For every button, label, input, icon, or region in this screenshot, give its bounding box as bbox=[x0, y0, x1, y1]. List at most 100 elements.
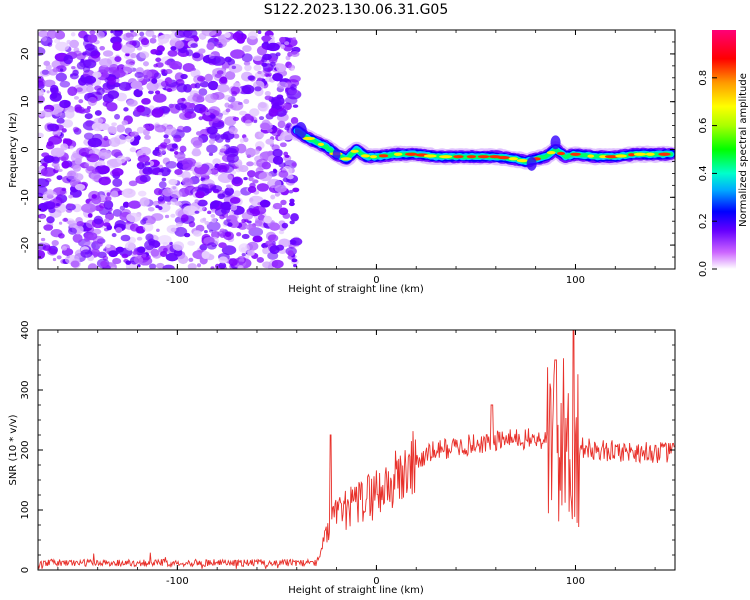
track-hotspot bbox=[405, 152, 418, 156]
noise-blob bbox=[140, 37, 150, 46]
noise-blob bbox=[185, 49, 194, 57]
noise-blob bbox=[99, 45, 106, 51]
noise-blob bbox=[81, 203, 97, 214]
noise-blob bbox=[145, 30, 155, 37]
track-hotspot bbox=[423, 154, 437, 158]
track-hotspot bbox=[369, 155, 377, 159]
noise-blob bbox=[182, 30, 198, 39]
noise-blob bbox=[157, 34, 170, 44]
noise-blob bbox=[142, 217, 148, 221]
noise-blob bbox=[233, 190, 241, 197]
noise-blob bbox=[237, 221, 248, 230]
noise-blob bbox=[136, 236, 143, 241]
noise-blob bbox=[207, 80, 219, 91]
snr-panel: -100 0 100 0 100 200 300 400 Height of straight… bbox=[8, 320, 676, 596]
noise-blob bbox=[192, 147, 201, 154]
noise-blob bbox=[257, 30, 262, 35]
colorbar-ticks: 0.0 0.2 0.4 0.6 0.8 bbox=[698, 70, 717, 277]
noise-blob bbox=[139, 51, 150, 59]
noise-blob bbox=[96, 160, 106, 167]
noise-blob bbox=[155, 57, 162, 63]
noise-blob bbox=[243, 137, 249, 143]
noise-blob bbox=[136, 126, 145, 134]
noise-blob bbox=[105, 244, 111, 249]
snr-frame bbox=[37, 329, 676, 571]
noise-blob bbox=[254, 220, 263, 227]
noise-blob bbox=[164, 68, 173, 75]
track-hotspot bbox=[497, 156, 510, 160]
noise-blob bbox=[249, 177, 255, 182]
noise-blob bbox=[125, 52, 130, 57]
noise-blob bbox=[167, 50, 178, 57]
noise-blob bbox=[46, 216, 55, 224]
noise-blob bbox=[258, 116, 265, 121]
noise-blob bbox=[125, 135, 135, 143]
noise-blob bbox=[197, 199, 208, 207]
noise-blob bbox=[287, 250, 294, 257]
noise-blob bbox=[60, 143, 69, 151]
noise-blob bbox=[252, 235, 263, 243]
track-hotspot bbox=[393, 152, 403, 156]
noise-blob bbox=[49, 84, 59, 93]
noise-blob bbox=[251, 149, 260, 155]
noise-blob bbox=[228, 210, 235, 216]
noise-blob bbox=[181, 177, 193, 186]
noise-blob bbox=[181, 97, 186, 102]
noise-blob bbox=[85, 47, 99, 57]
snr-ticks: -100 0 100 0 100 200 300 400 bbox=[20, 320, 675, 587]
noise-blob bbox=[112, 30, 122, 37]
noise-blob bbox=[194, 199, 200, 204]
spectrogram-ytick-label: 20 bbox=[20, 48, 31, 61]
noise-blob bbox=[48, 135, 63, 145]
noise-blob bbox=[115, 246, 124, 253]
noise-blob bbox=[157, 196, 165, 202]
spectrogram-ytick-label: -20 bbox=[20, 237, 31, 253]
noise-blob bbox=[63, 54, 74, 65]
noise-blob bbox=[67, 86, 78, 96]
noise-blob bbox=[181, 170, 191, 180]
noise-blob bbox=[86, 153, 100, 163]
noise-blob bbox=[195, 191, 205, 199]
snr-xtick-label: -100 bbox=[166, 576, 189, 587]
noise-blob bbox=[187, 263, 197, 269]
noise-blob bbox=[142, 166, 153, 175]
track-hotspot bbox=[628, 153, 636, 157]
noise-blob bbox=[211, 185, 223, 193]
snr-ytick-label: 300 bbox=[20, 380, 31, 399]
track-hotspot bbox=[439, 155, 453, 159]
noise-blob bbox=[93, 215, 103, 225]
noise-blob bbox=[38, 88, 44, 96]
noise-blob bbox=[68, 220, 77, 229]
snr-series bbox=[38, 330, 675, 569]
noise-blob bbox=[62, 218, 69, 222]
noise-blob bbox=[155, 205, 160, 209]
noise-blob bbox=[106, 102, 118, 112]
noise-blob bbox=[241, 252, 246, 257]
noise-blob bbox=[278, 230, 285, 235]
noise-blob bbox=[38, 30, 49, 38]
noise-blob bbox=[154, 90, 161, 95]
noise-blob bbox=[108, 210, 112, 214]
noise-blob bbox=[272, 72, 283, 82]
noise-blob bbox=[292, 104, 299, 108]
noise-blob bbox=[94, 110, 102, 116]
noise-blob bbox=[199, 243, 208, 251]
track-blob bbox=[332, 148, 341, 160]
noise-blob bbox=[121, 44, 136, 54]
track-hotspot bbox=[599, 155, 608, 159]
noise-blob bbox=[107, 126, 117, 133]
noise-blob bbox=[161, 177, 167, 182]
noise-blob bbox=[262, 247, 270, 255]
noise-blob bbox=[108, 250, 118, 258]
noise-blob bbox=[268, 107, 278, 117]
noise-blob bbox=[232, 116, 240, 121]
noise-blob bbox=[231, 170, 237, 175]
noise-blob bbox=[181, 157, 197, 168]
noise-blob bbox=[47, 123, 60, 132]
noise-blob bbox=[121, 120, 129, 126]
noise-blob bbox=[63, 100, 71, 107]
noise-blob bbox=[163, 126, 177, 136]
noise-blob bbox=[267, 234, 279, 242]
noise-blob bbox=[190, 43, 198, 49]
noise-blob bbox=[61, 187, 67, 192]
